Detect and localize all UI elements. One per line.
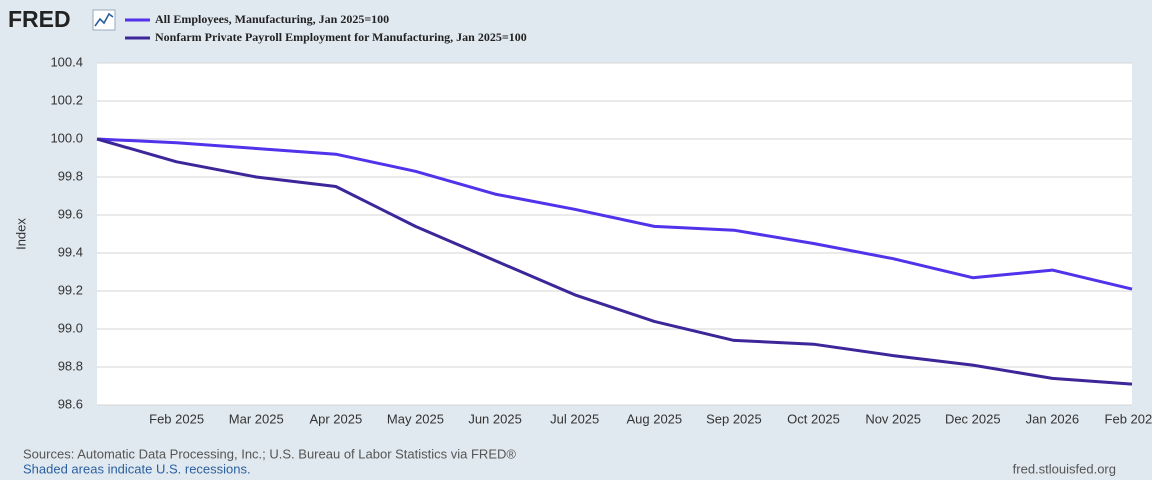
x-tick-label: Jan 2026 bbox=[1026, 411, 1080, 426]
x-tick-label: May 2025 bbox=[387, 411, 444, 426]
y-tick-label: 99.6 bbox=[58, 206, 83, 221]
logo-icon bbox=[92, 9, 116, 31]
x-tick-label: Sep 2025 bbox=[706, 411, 762, 426]
y-tick-label: 99.4 bbox=[58, 244, 83, 259]
source: Sources: Automatic Data Processing, Inc.… bbox=[23, 446, 516, 461]
y-tick-label: 100.4 bbox=[50, 54, 83, 69]
y-tick-label: 100.2 bbox=[50, 92, 83, 107]
plot-area bbox=[97, 63, 1132, 405]
legend-label: Nonfarm Private Payroll Employment for M… bbox=[155, 30, 527, 44]
x-tick-label: Dec 2025 bbox=[945, 411, 1001, 426]
y-axis-label: Index bbox=[13, 218, 28, 250]
y-tick-label: 99.0 bbox=[58, 320, 83, 335]
legend-label: All Employees, Manufacturing, Jan 2025=1… bbox=[155, 12, 389, 26]
logo: FRED bbox=[8, 6, 71, 32]
line bbox=[96, 137, 1133, 386]
y-tick-label: 99.2 bbox=[58, 282, 83, 297]
site: fred.stlouisfed.org bbox=[1013, 461, 1116, 476]
x-tick-label: Nov 2025 bbox=[865, 411, 921, 426]
x-tick-label: Feb 2026 bbox=[1105, 411, 1152, 426]
x-tick-label: Aug 2025 bbox=[626, 411, 682, 426]
note: Shaded areas indicate U.S. recessions. bbox=[23, 461, 251, 476]
x-tick-label: Jul 2025 bbox=[550, 411, 599, 426]
x-tick-label: Mar 2025 bbox=[229, 411, 284, 426]
y-tick-label: 99.8 bbox=[58, 168, 83, 183]
line bbox=[96, 137, 1133, 291]
x-tick-label: Feb 2025 bbox=[149, 411, 204, 426]
x-tick-label: Apr 2025 bbox=[309, 411, 362, 426]
x-tick-label: Jun 2025 bbox=[468, 411, 522, 426]
y-tick-label: 100.0 bbox=[50, 130, 83, 145]
y-tick-label: 98.6 bbox=[58, 396, 83, 411]
y-tick-label: 98.8 bbox=[58, 358, 83, 373]
x-tick-label: Oct 2025 bbox=[787, 411, 840, 426]
